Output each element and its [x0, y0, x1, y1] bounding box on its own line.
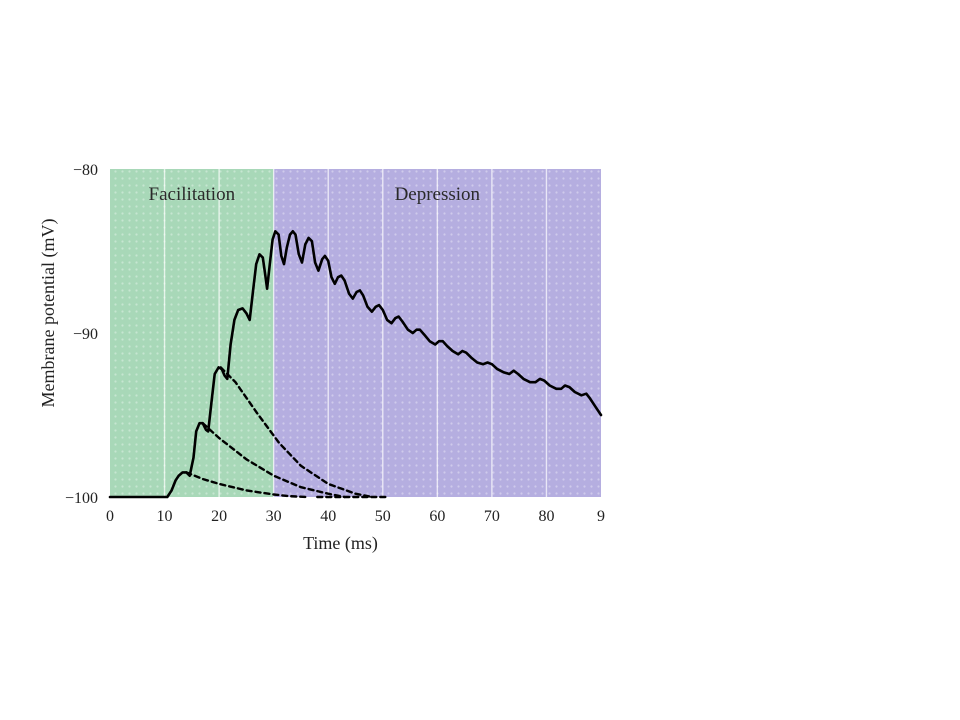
y-axis-title: Membrane potential (mV): [38, 219, 59, 408]
series-line-dashed-1: [185, 471, 308, 499]
x-tick-label-0: 0: [106, 508, 114, 525]
y-tick-label-0: −80: [73, 162, 98, 179]
x-tick-label-4: 40: [320, 508, 336, 525]
x-tick-label-9: 9: [597, 508, 605, 525]
x-tick-label-6: 60: [429, 508, 445, 525]
region-label-depression: Depression: [395, 184, 481, 205]
plot-texture: [110, 169, 601, 497]
y-tick-label-2: −100: [65, 490, 98, 507]
region-label-facilitation: Facilitation: [149, 184, 236, 205]
y-axis-ticks: −80 −90 −100: [65, 162, 98, 507]
series-line-solid: [108, 230, 603, 499]
x-tick-label-7: 70: [484, 508, 500, 525]
x-tick-label-3: 30: [266, 508, 282, 525]
x-tick-label-1: 10: [157, 508, 173, 525]
y-tick-label-1: −90: [73, 326, 98, 343]
x-axis-ticks: 0 10 20 30 40 50 60 70 80 9: [106, 508, 605, 525]
x-axis-title: Time (ms): [303, 533, 378, 554]
vertical-gridlines: [163, 169, 548, 497]
series-line-dashed-3: [219, 366, 374, 499]
series-group: [108, 230, 603, 499]
x-tick-label-2: 20: [211, 508, 227, 525]
series-line-dashed-2: [201, 422, 346, 499]
x-tick-label-5: 50: [375, 508, 391, 525]
x-tick-label-8: 80: [538, 508, 554, 525]
plot-area: Facilitation Depression: [108, 169, 603, 499]
